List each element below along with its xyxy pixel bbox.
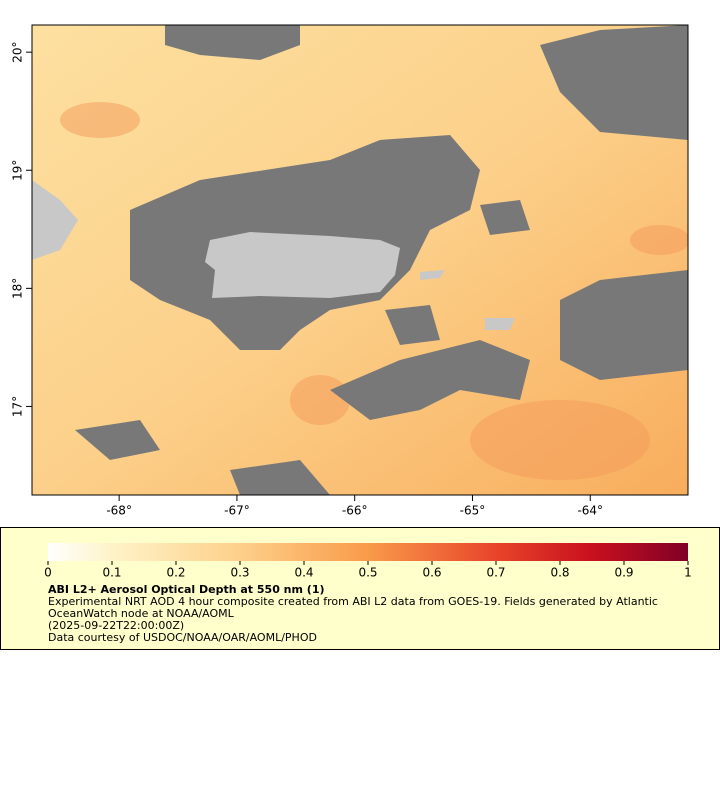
colorbar-tick-label: 0.2 <box>166 566 185 580</box>
map-frame <box>31 24 689 496</box>
y-tick-label: 19° <box>11 160 25 181</box>
colorbar-tick-label: 1 <box>684 566 692 580</box>
colorbar-tick-label: 0 <box>44 566 52 580</box>
colorbar-tick-label: 0.6 <box>422 566 441 580</box>
map <box>32 25 688 495</box>
x-tick-label: -64° <box>577 504 603 518</box>
land <box>32 180 515 330</box>
y-tick-label: 17° <box>11 396 25 417</box>
legend-line: OceanWatch node at NOAA/AOML <box>48 607 235 620</box>
x-tick-label: -66° <box>342 504 368 518</box>
y-tick-label: 20° <box>11 42 25 63</box>
legend-line: Experimental NRT AOD 4 hour composite cr… <box>48 595 658 608</box>
colorbar-tick-label: 0.3 <box>230 566 249 580</box>
colorbar-tick-label: 0.5 <box>358 566 377 580</box>
colorbar-tick-label: 0.9 <box>614 566 633 580</box>
colorbar <box>48 543 688 561</box>
legend-line: (2025-09-22T22:00:00Z) <box>48 619 184 632</box>
colorbar-tick-label: 0.1 <box>102 566 121 580</box>
legend-title: ABI L2+ Aerosol Optical Depth at 550 nm … <box>48 583 325 596</box>
colorbar-tick-label: 0.8 <box>550 566 569 580</box>
colorbar-tick-label: 0.4 <box>294 566 313 580</box>
y-tick-label: 18° <box>11 278 25 299</box>
x-tick-label: -68° <box>106 504 132 518</box>
aod-patches <box>60 102 688 480</box>
x-tick-label: -67° <box>224 504 250 518</box>
legend-line: Data courtesy of USDOC/NOAA/OAR/AOML/PHO… <box>48 631 317 644</box>
x-tick-label: -65° <box>460 504 486 518</box>
colorbar-tick-label: 0.7 <box>486 566 505 580</box>
